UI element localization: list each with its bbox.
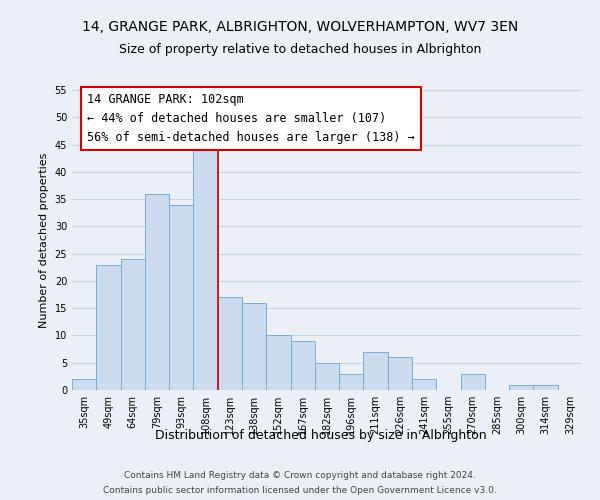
Bar — [145, 194, 169, 390]
Bar — [315, 362, 339, 390]
Bar — [193, 139, 218, 390]
Bar — [412, 379, 436, 390]
Text: Contains HM Land Registry data © Crown copyright and database right 2024.: Contains HM Land Registry data © Crown c… — [124, 471, 476, 480]
Bar — [290, 341, 315, 390]
Text: 14, GRANGE PARK, ALBRIGHTON, WOLVERHAMPTON, WV7 3EN: 14, GRANGE PARK, ALBRIGHTON, WOLVERHAMPT… — [82, 20, 518, 34]
Bar — [72, 379, 96, 390]
Y-axis label: Number of detached properties: Number of detached properties — [39, 152, 49, 328]
Bar — [509, 384, 533, 390]
Text: 14 GRANGE PARK: 102sqm
← 44% of detached houses are smaller (107)
56% of semi-de: 14 GRANGE PARK: 102sqm ← 44% of detached… — [88, 93, 415, 144]
Bar — [242, 302, 266, 390]
Bar — [388, 358, 412, 390]
Bar — [461, 374, 485, 390]
Bar — [169, 204, 193, 390]
Text: Distribution of detached houses by size in Albrighton: Distribution of detached houses by size … — [155, 428, 487, 442]
Bar — [339, 374, 364, 390]
Bar — [266, 336, 290, 390]
Bar — [96, 264, 121, 390]
Bar — [364, 352, 388, 390]
Bar — [533, 384, 558, 390]
Bar — [121, 259, 145, 390]
Text: Size of property relative to detached houses in Albrighton: Size of property relative to detached ho… — [119, 42, 481, 56]
Bar — [218, 298, 242, 390]
Text: Contains public sector information licensed under the Open Government Licence v3: Contains public sector information licen… — [103, 486, 497, 495]
